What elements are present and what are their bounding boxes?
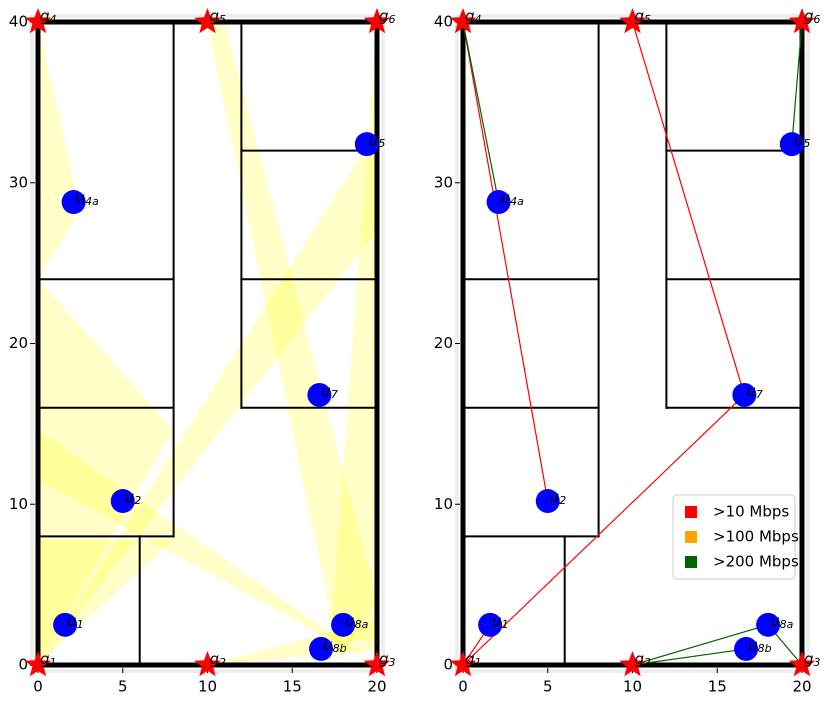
user <box>732 382 757 407</box>
coverage-beam <box>38 22 80 280</box>
user <box>354 132 379 157</box>
x-tick-label: 0 <box>33 678 43 696</box>
gateway-label: g5 <box>210 7 227 27</box>
user-label: u4a <box>76 189 100 209</box>
link <box>791 21 803 145</box>
user <box>535 489 560 514</box>
coverage-beam <box>38 540 173 665</box>
gateway-label: g1 <box>40 650 57 670</box>
gateway <box>363 8 391 34</box>
user-label: u2 <box>125 488 142 508</box>
legend-swatch <box>685 556 697 568</box>
legend-swatch <box>685 506 697 518</box>
link <box>462 21 549 502</box>
x-tick-label: 15 <box>708 678 727 696</box>
coverage <box>38 22 377 665</box>
link <box>462 21 500 203</box>
x-tick-label: 10 <box>623 678 642 696</box>
y-tick-label: 0 <box>18 656 28 674</box>
user-label: u8b <box>748 635 772 655</box>
x-tick-label: 20 <box>792 678 811 696</box>
gateway <box>619 651 646 677</box>
link <box>631 21 745 396</box>
y-tick-label: 10 <box>434 495 453 513</box>
gateway-label: g3 <box>804 650 821 670</box>
user-label: u8b <box>323 635 347 655</box>
y-tick-label: 30 <box>434 173 453 191</box>
gateway-label: g3 <box>379 650 396 670</box>
coverage-beam <box>38 430 377 665</box>
legend-box <box>672 494 796 580</box>
gateway-label: g6 <box>379 7 396 27</box>
y-tick-label: 40 <box>434 13 453 31</box>
link <box>462 394 745 666</box>
coverage-beam <box>330 22 377 640</box>
user-label: u4a <box>501 189 525 209</box>
x-tick-label: 10 <box>198 678 217 696</box>
gateway <box>24 8 52 34</box>
gateway-label: g4 <box>465 7 482 27</box>
user <box>486 190 511 215</box>
y-tick-label: 30 <box>9 173 28 191</box>
link <box>632 648 747 666</box>
user <box>110 489 135 514</box>
coverage-beam <box>38 279 173 665</box>
y-tick-label: 20 <box>9 334 28 352</box>
user <box>734 636 759 661</box>
legend-label: >10 Mbps <box>713 503 789 521</box>
gateway <box>619 8 646 34</box>
user-label: u8a <box>770 611 794 631</box>
y-tick-label: 40 <box>9 13 28 31</box>
legend-label: >100 Mbps <box>713 528 799 546</box>
user <box>478 612 503 637</box>
user <box>309 636 334 661</box>
user <box>779 132 804 157</box>
gateway <box>24 651 52 677</box>
coverage-beam <box>38 130 377 665</box>
gateway-label: g1 <box>465 650 482 670</box>
gateway <box>194 8 221 34</box>
user <box>53 612 78 637</box>
gateway <box>449 651 477 677</box>
user <box>307 382 332 407</box>
coverage-beam <box>207 22 377 660</box>
x-tick-label: 15 <box>283 678 302 696</box>
user-label: u1 <box>67 611 84 631</box>
x-tick-label: 5 <box>543 678 553 696</box>
legend-label: >200 Mbps <box>713 553 799 571</box>
x-tick-label: 20 <box>367 678 386 696</box>
user-label: u7 <box>746 381 763 401</box>
gateway <box>194 651 221 677</box>
y-tick-label: 0 <box>443 656 453 674</box>
gateway-label: g2 <box>635 650 652 670</box>
gateway-label: g5 <box>635 7 652 27</box>
user-label: u7 <box>321 381 338 401</box>
user <box>331 612 356 637</box>
gateway-label: g2 <box>210 650 227 670</box>
gateway-label: g4 <box>40 7 57 27</box>
link <box>632 624 769 666</box>
user-label: u2 <box>550 488 567 508</box>
x-tick-label: 5 <box>118 678 128 696</box>
user-label: u5 <box>369 131 386 151</box>
gateway <box>449 8 477 34</box>
user <box>756 612 781 637</box>
x-tick-label: 0 <box>458 678 468 696</box>
user <box>61 190 86 215</box>
user-label: u8a <box>345 611 369 631</box>
legend-swatch <box>685 531 697 543</box>
y-tick-label: 20 <box>434 334 453 352</box>
user-label: u5 <box>794 131 811 151</box>
user-label: u1 <box>492 611 509 631</box>
gateway-label: g6 <box>804 7 821 27</box>
gateway <box>363 651 391 677</box>
gateway <box>788 651 816 677</box>
y-tick-label: 10 <box>9 495 28 513</box>
gateway <box>788 8 816 34</box>
